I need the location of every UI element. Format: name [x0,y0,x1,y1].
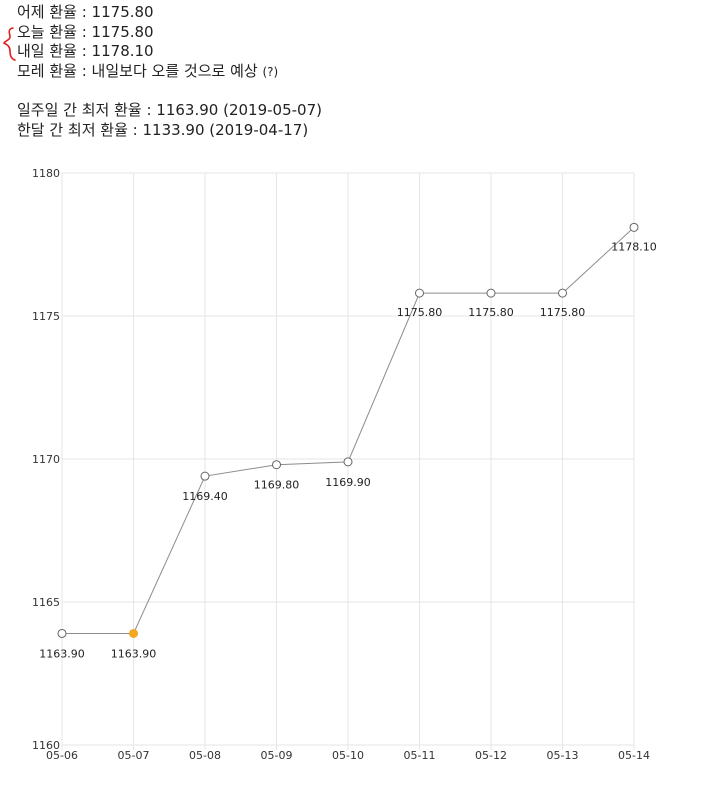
x-tick-label: 05-12 [475,749,507,762]
y-tick-label: 1170 [32,453,60,466]
data-point[interactable] [200,471,210,481]
day-after-forecast-text: 모레 환율 : 내일보다 오를 것으로 예상 [17,61,258,80]
question-mark: (?) [262,64,279,79]
y-tick-label: 1160 [32,739,60,752]
exchange-rate-summary: 어제 환율 : 1175.80 오늘 환율 : 1175.80 내일 환율 : … [17,3,322,140]
x-tick-label: 05-07 [118,749,150,762]
data-points [57,222,639,638]
data-point[interactable] [272,460,281,470]
x-tick-label: 05-11 [404,749,436,762]
data-point[interactable] [343,457,353,467]
month-low-rate: 한달 간 최저 환율 : 1133.90 (2019-04-17) [17,120,309,139]
data-point[interactable] [486,288,496,298]
data-point-highlighted[interactable] [129,628,138,638]
data-label: 1169.40 [182,490,228,503]
data-label: 1169.90 [325,476,371,489]
data-labels: 1163.90 1163.90 1169.40 1169.80 1169.90 1175.… [39,240,657,660]
tomorrow-rate: 내일 환율 : 1178.10 [17,42,154,60]
x-tick-label: 05-13 [547,749,579,762]
data-label: 1169.80 [254,479,300,492]
x-tick-label: 05-09 [261,749,293,762]
day-after-forecast: 모레 환율 : 내일보다 오를 것으로 예상 (?) [17,62,322,83]
grid [61,172,635,750]
today-rate: 오늘 환율 : 1175.80 [17,22,154,41]
data-point[interactable] [629,222,639,232]
data-label: 1175.80 [397,306,443,319]
yesterday-rate: 어제 환율 : 1175.80 [17,3,154,21]
x-tick-label: 05-10 [332,749,364,762]
x-tick-label: 05-08 [189,749,221,762]
data-label: 1175.80 [468,306,514,319]
data-label: 1175.80 [540,306,586,319]
data-point[interactable] [57,628,67,638]
data-point[interactable] [415,288,424,298]
red-brace-annotation [2,27,16,61]
data-label: 1163.90 [39,647,85,660]
x-tick-label: 05-14 [618,749,650,762]
data-label: 1163.90 [111,647,157,660]
data-label: 1178.10 [611,240,657,253]
x-tick-label: 05-06 [46,749,78,762]
data-point[interactable] [558,288,567,298]
y-tick-label: 1165 [32,596,60,609]
week-low-rate: 일주일 간 최저 환율 : 1163.90 (2019-05-07) [17,101,322,119]
axes: 1160 1165 1170 1175 1180 05-06 05-07 05-08 05-09… [32,167,650,762]
y-tick-label: 1175 [32,310,60,323]
y-tick-label: 1180 [32,167,60,180]
